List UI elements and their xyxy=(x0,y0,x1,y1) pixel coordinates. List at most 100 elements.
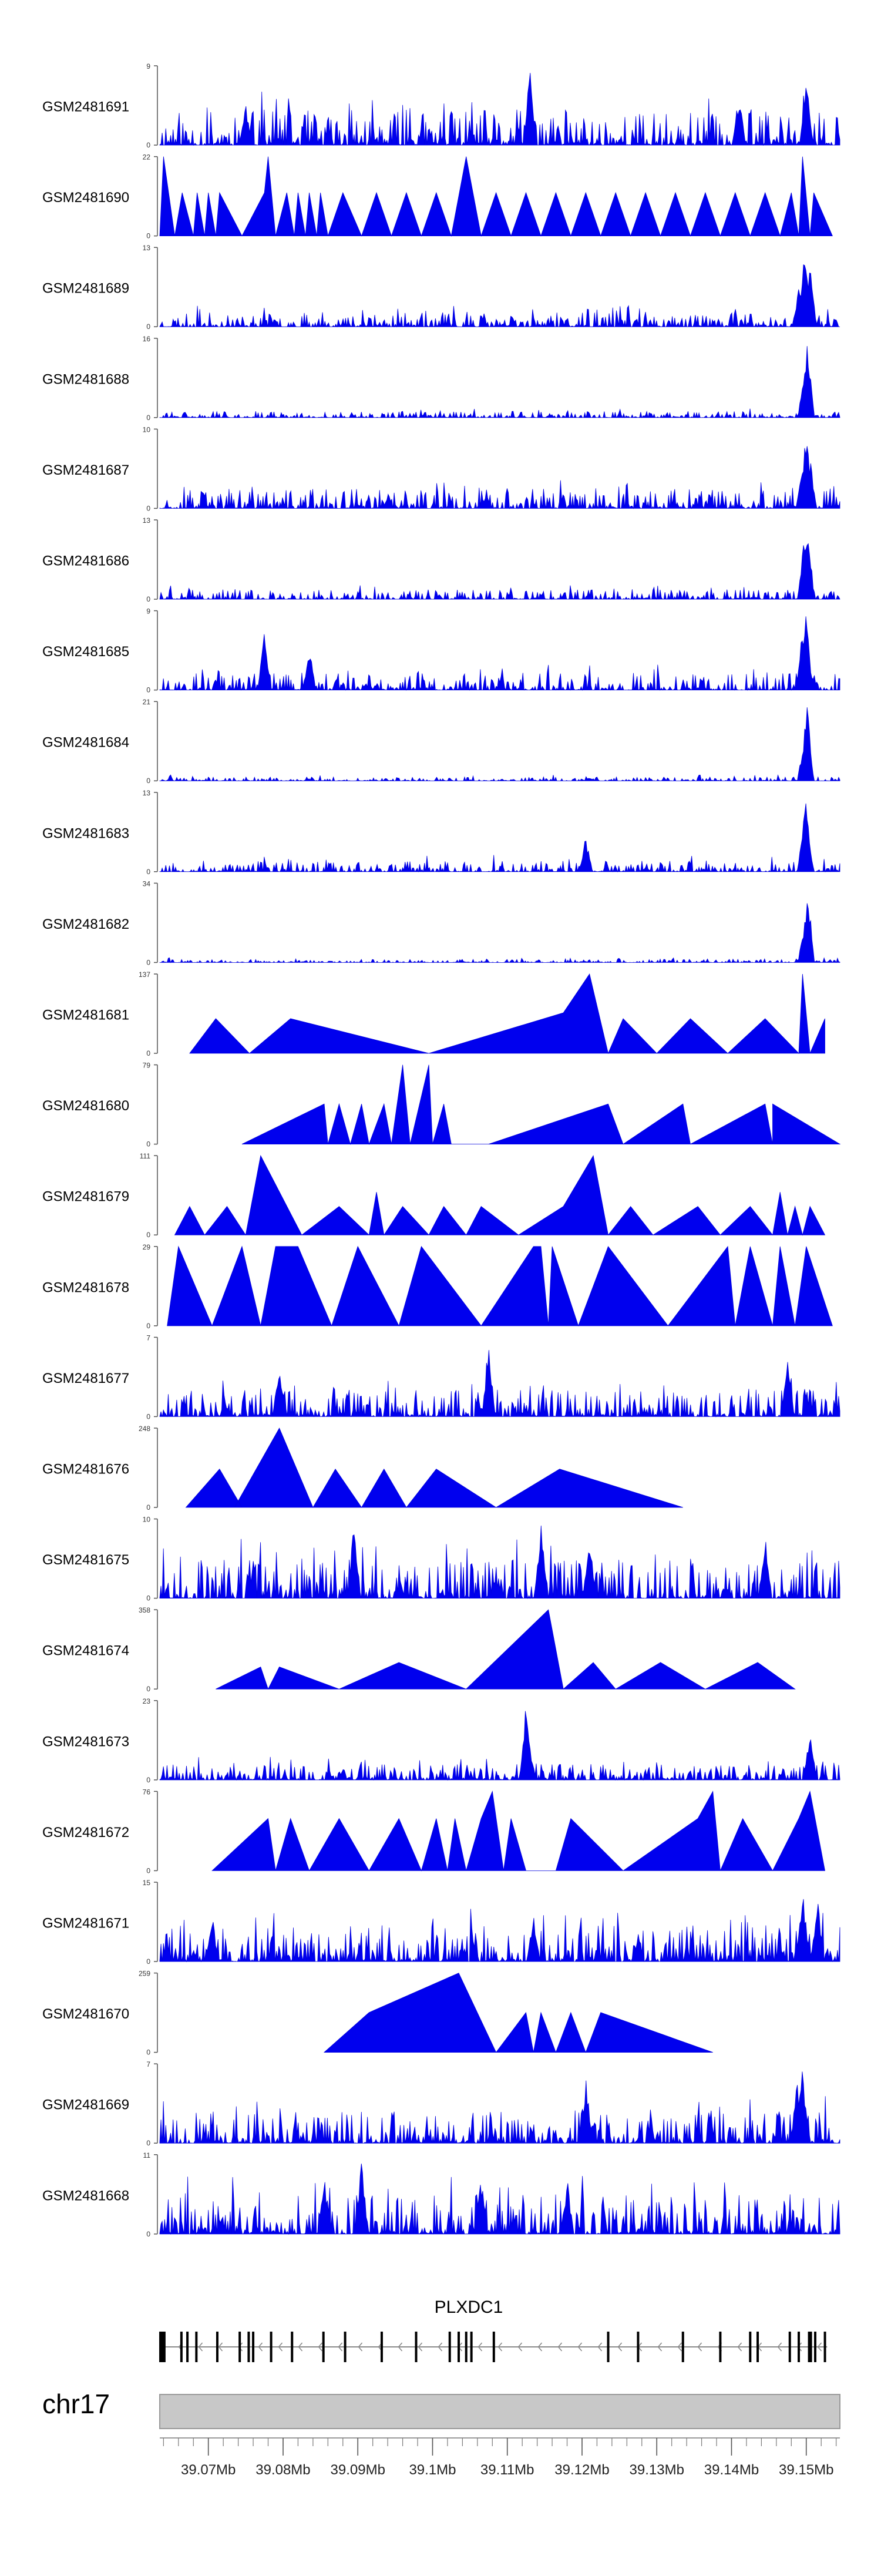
track-label: GSM2481688 xyxy=(42,371,129,387)
y-max-label: 111 xyxy=(140,1152,151,1160)
y-max-label: 11 xyxy=(143,2151,151,2159)
coverage-area xyxy=(159,707,840,782)
y-max-label: 23 xyxy=(143,1697,151,1705)
y-min-label: 0 xyxy=(146,414,150,422)
genome-axis: chr17 39.07Mb 39.08Mb 39.09Mb 39.1Mb 39.11Mb… xyxy=(42,2389,840,2478)
exon-block xyxy=(252,2332,255,2362)
track-GSM2481689: GSM2481689 13 0 xyxy=(42,244,840,331)
coverage-area xyxy=(159,1711,840,1781)
exon-block xyxy=(788,2332,791,2362)
track-label: GSM2481679 xyxy=(42,1189,129,1205)
track-GSM2481684: GSM2481684 21 0 xyxy=(42,698,840,785)
exon-block xyxy=(470,2332,473,2362)
track-GSM2481669: GSM2481669 7 0 xyxy=(42,2060,840,2147)
y-max-label: 137 xyxy=(139,970,150,979)
y-min-label: 0 xyxy=(146,1049,150,1057)
strand-arrow xyxy=(597,2342,603,2352)
exon-block xyxy=(719,2332,722,2362)
track-GSM2481680: GSM2481680 79 0 xyxy=(42,1062,841,1148)
y-max-label: 21 xyxy=(143,698,151,706)
axis-tick-label: 39.15Mb xyxy=(779,2462,833,2478)
coverage-area xyxy=(159,1525,840,1600)
track-GSM2481676: GSM2481676 248 0 xyxy=(42,1425,683,1512)
track-label: GSM2481678 xyxy=(42,1279,129,1295)
track-label: GSM2481687 xyxy=(42,462,129,478)
exon-block xyxy=(216,2332,218,2362)
strand-arrow xyxy=(258,2342,263,2352)
track-GSM2481672: GSM2481672 76 0 xyxy=(42,1788,825,1875)
track-label: GSM2481670 xyxy=(42,2006,129,2022)
y-min-label: 0 xyxy=(146,595,150,603)
exon-block xyxy=(322,2332,325,2362)
y-max-label: 13 xyxy=(143,244,151,252)
y-min-label: 0 xyxy=(146,777,150,785)
y-min-label: 0 xyxy=(146,1594,150,1603)
exon-block xyxy=(798,2332,801,2362)
track-label: GSM2481675 xyxy=(42,1552,129,1568)
coverage-area xyxy=(159,156,833,237)
track-GSM2481668: GSM2481668 11 0 xyxy=(42,2151,840,2238)
strand-arrow xyxy=(737,2342,742,2352)
y-min-label: 0 xyxy=(146,504,150,512)
coverage-area xyxy=(167,1245,833,1327)
strand-arrow xyxy=(338,2342,343,2352)
ideogram-band xyxy=(159,2394,840,2429)
y-max-label: 248 xyxy=(139,1425,150,1433)
coverage-area xyxy=(185,1428,683,1508)
track-GSM2481674: GSM2481674 358 0 xyxy=(42,1606,796,1693)
y-min-label: 0 xyxy=(146,1322,150,1330)
track-label: GSM2481682 xyxy=(42,916,129,932)
gene-track: PLXDC1 xyxy=(159,2298,828,2362)
track-label: GSM2481681 xyxy=(42,1007,129,1023)
coverage-tracks: GSM248169190GSM2481690220GSM2481689130GS… xyxy=(42,62,841,2238)
track-GSM2481691: GSM2481691 9 0 xyxy=(42,62,840,149)
exon-block xyxy=(823,2332,826,2362)
track-GSM2481682: GSM2481682 34 0 xyxy=(42,879,840,966)
track-GSM2481681: GSM2481681 137 0 xyxy=(42,970,825,1057)
track-GSM2481673: GSM2481673 23 0 xyxy=(42,1697,840,1784)
track-GSM2481688: GSM2481688 16 0 xyxy=(42,335,840,422)
y-max-label: 34 xyxy=(143,879,151,888)
strand-arrow xyxy=(617,2342,623,2352)
y-min-label: 0 xyxy=(146,1957,150,1966)
strand-arrow xyxy=(657,2342,663,2352)
y-min-label: 0 xyxy=(146,141,150,149)
track-GSM2481687: GSM2481687 10 0 xyxy=(42,425,840,512)
track-label: GSM2481691 xyxy=(42,99,129,115)
track-GSM2481678: GSM2481678 29 0 xyxy=(42,1243,833,1330)
coverage-area xyxy=(159,73,840,146)
strand-arrow xyxy=(777,2342,782,2352)
chromosome-label: chr17 xyxy=(42,2389,110,2419)
exon-block xyxy=(161,2332,166,2362)
exon-block xyxy=(492,2332,495,2362)
track-label: GSM2481671 xyxy=(42,1916,129,1932)
track-GSM2481670: GSM2481670 259 0 xyxy=(42,1970,713,2057)
coverage-area xyxy=(159,446,840,509)
y-min-label: 0 xyxy=(146,686,150,694)
track-label: GSM2481674 xyxy=(42,1643,129,1659)
exon-block xyxy=(186,2332,189,2362)
strand-arrow xyxy=(517,2342,523,2352)
axis-tick-label: 39.08Mb xyxy=(255,2462,310,2478)
y-max-label: 7 xyxy=(146,2060,150,2068)
y-min-label: 0 xyxy=(146,2048,150,2057)
track-GSM2481683: GSM2481683 13 0 xyxy=(42,789,840,876)
exon-block xyxy=(291,2332,294,2362)
strand-arrow xyxy=(358,2342,363,2352)
exon-block xyxy=(415,2332,418,2362)
axis-tick-label: 39.11Mb xyxy=(480,2462,534,2478)
track-label: GSM2481676 xyxy=(42,1462,129,1477)
coverage-area xyxy=(159,543,840,600)
y-max-label: 29 xyxy=(143,1243,151,1251)
coverage-area xyxy=(159,616,840,691)
coverage-area xyxy=(159,1350,840,1418)
axis-tick-label: 39.14Mb xyxy=(704,2462,759,2478)
track-label: GSM2481686 xyxy=(42,553,129,569)
exon-block xyxy=(159,2332,164,2362)
track-label: GSM2481680 xyxy=(42,1098,129,1114)
track-label: GSM2481677 xyxy=(42,1371,129,1386)
track-label: GSM2481684 xyxy=(42,735,129,751)
exon-block xyxy=(458,2332,460,2362)
coverage-area xyxy=(159,2071,840,2144)
y-max-label: 76 xyxy=(143,1788,151,1796)
